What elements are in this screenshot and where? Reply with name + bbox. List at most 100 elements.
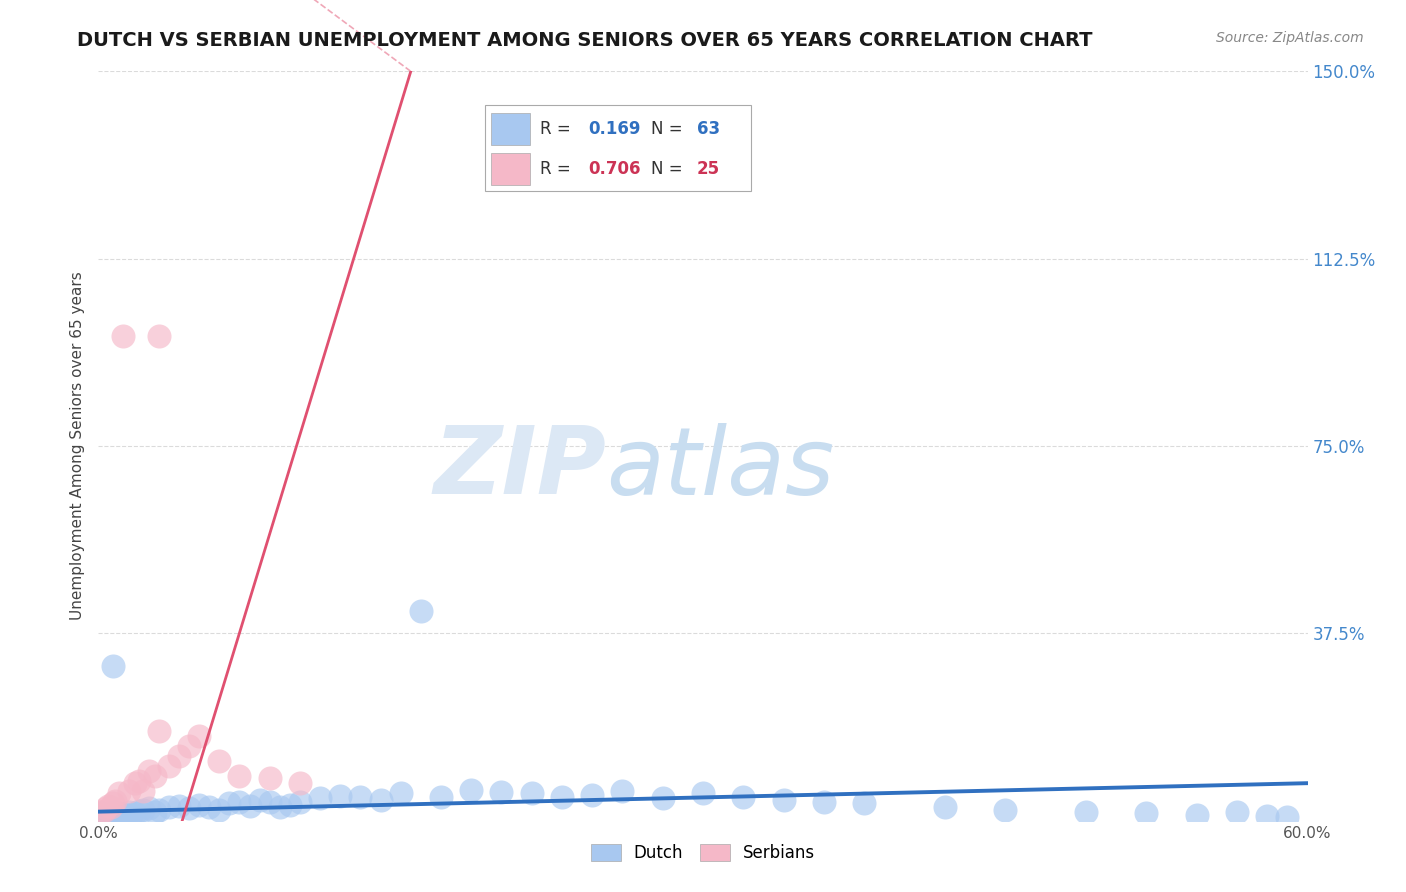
Point bbox=[101, 796, 124, 810]
Point bbox=[132, 803, 155, 817]
Point bbox=[143, 769, 166, 783]
Point bbox=[349, 789, 371, 804]
Point bbox=[143, 805, 166, 819]
FancyBboxPatch shape bbox=[492, 113, 530, 145]
Text: 0.169: 0.169 bbox=[588, 120, 641, 138]
Point bbox=[91, 806, 114, 821]
Point bbox=[148, 803, 170, 817]
Text: 0.706: 0.706 bbox=[588, 160, 641, 178]
Point bbox=[228, 769, 250, 783]
Point bbox=[157, 799, 180, 814]
Point bbox=[813, 795, 835, 809]
Point bbox=[239, 798, 262, 813]
Point bbox=[118, 783, 141, 797]
Point bbox=[1135, 806, 1157, 821]
Text: N =: N = bbox=[651, 160, 688, 178]
Point bbox=[249, 792, 271, 806]
Point bbox=[128, 773, 150, 788]
Point bbox=[111, 808, 134, 822]
Point bbox=[110, 807, 132, 822]
Point bbox=[329, 789, 352, 803]
Point bbox=[370, 792, 392, 806]
Point bbox=[107, 786, 129, 800]
Point bbox=[259, 771, 281, 785]
Point bbox=[105, 808, 128, 822]
Point bbox=[692, 786, 714, 800]
Point bbox=[124, 776, 146, 790]
Point bbox=[208, 803, 231, 817]
Point bbox=[157, 758, 180, 772]
Point bbox=[228, 795, 250, 809]
Point bbox=[138, 764, 160, 778]
Point bbox=[167, 748, 190, 763]
Point bbox=[208, 754, 231, 768]
Point bbox=[96, 807, 118, 822]
Point bbox=[103, 805, 125, 819]
Point bbox=[520, 786, 543, 800]
Point bbox=[179, 801, 201, 815]
Point bbox=[97, 808, 120, 822]
Point bbox=[132, 783, 155, 797]
FancyBboxPatch shape bbox=[485, 105, 751, 191]
Point bbox=[100, 799, 122, 814]
Y-axis label: Unemployment Among Seniors over 65 years: Unemployment Among Seniors over 65 years bbox=[70, 272, 86, 620]
Text: R =: R = bbox=[540, 120, 576, 138]
Point bbox=[103, 794, 125, 808]
Point bbox=[89, 806, 111, 821]
Point bbox=[651, 791, 673, 805]
Point bbox=[288, 776, 311, 790]
Point bbox=[1185, 807, 1208, 822]
Point bbox=[124, 805, 146, 820]
Point bbox=[430, 789, 453, 804]
Point bbox=[934, 799, 956, 814]
Point bbox=[138, 801, 160, 815]
Point bbox=[114, 806, 136, 821]
Legend: Dutch, Serbians: Dutch, Serbians bbox=[583, 837, 823, 869]
Point bbox=[1256, 808, 1278, 822]
Point bbox=[551, 789, 574, 804]
Point bbox=[120, 807, 142, 822]
Point bbox=[853, 796, 876, 810]
Point bbox=[309, 791, 332, 805]
Point bbox=[97, 798, 120, 813]
Text: N =: N = bbox=[651, 120, 688, 138]
Point bbox=[460, 782, 482, 797]
Point bbox=[89, 808, 111, 822]
FancyBboxPatch shape bbox=[492, 153, 530, 185]
Point bbox=[111, 329, 134, 343]
Point bbox=[107, 806, 129, 821]
Point bbox=[101, 658, 124, 673]
Point bbox=[188, 729, 211, 743]
Point bbox=[1226, 805, 1249, 819]
Point bbox=[1277, 810, 1299, 824]
Point bbox=[93, 804, 115, 818]
Point bbox=[128, 804, 150, 818]
Point bbox=[269, 799, 291, 814]
Text: DUTCH VS SERBIAN UNEMPLOYMENT AMONG SENIORS OVER 65 YEARS CORRELATION CHART: DUTCH VS SERBIAN UNEMPLOYMENT AMONG SENI… bbox=[77, 31, 1092, 50]
Point bbox=[994, 803, 1017, 817]
Point bbox=[218, 796, 240, 810]
Point bbox=[581, 788, 603, 802]
Point bbox=[278, 797, 301, 812]
Point bbox=[198, 799, 221, 814]
Text: 25: 25 bbox=[697, 160, 720, 178]
Point bbox=[389, 786, 412, 800]
Point bbox=[179, 739, 201, 753]
Text: R =: R = bbox=[540, 160, 576, 178]
Point bbox=[96, 801, 118, 815]
Point bbox=[288, 795, 311, 809]
Point bbox=[101, 807, 124, 822]
Point bbox=[491, 785, 513, 799]
Point bbox=[118, 805, 141, 819]
Point bbox=[612, 783, 634, 797]
Point bbox=[772, 792, 794, 806]
Text: 63: 63 bbox=[697, 120, 720, 138]
Point bbox=[93, 810, 115, 824]
Point bbox=[733, 789, 755, 804]
Point bbox=[409, 604, 432, 618]
Point bbox=[188, 797, 211, 812]
Point bbox=[148, 723, 170, 738]
Point bbox=[259, 795, 281, 809]
Point bbox=[1074, 805, 1097, 819]
Text: atlas: atlas bbox=[606, 423, 835, 514]
